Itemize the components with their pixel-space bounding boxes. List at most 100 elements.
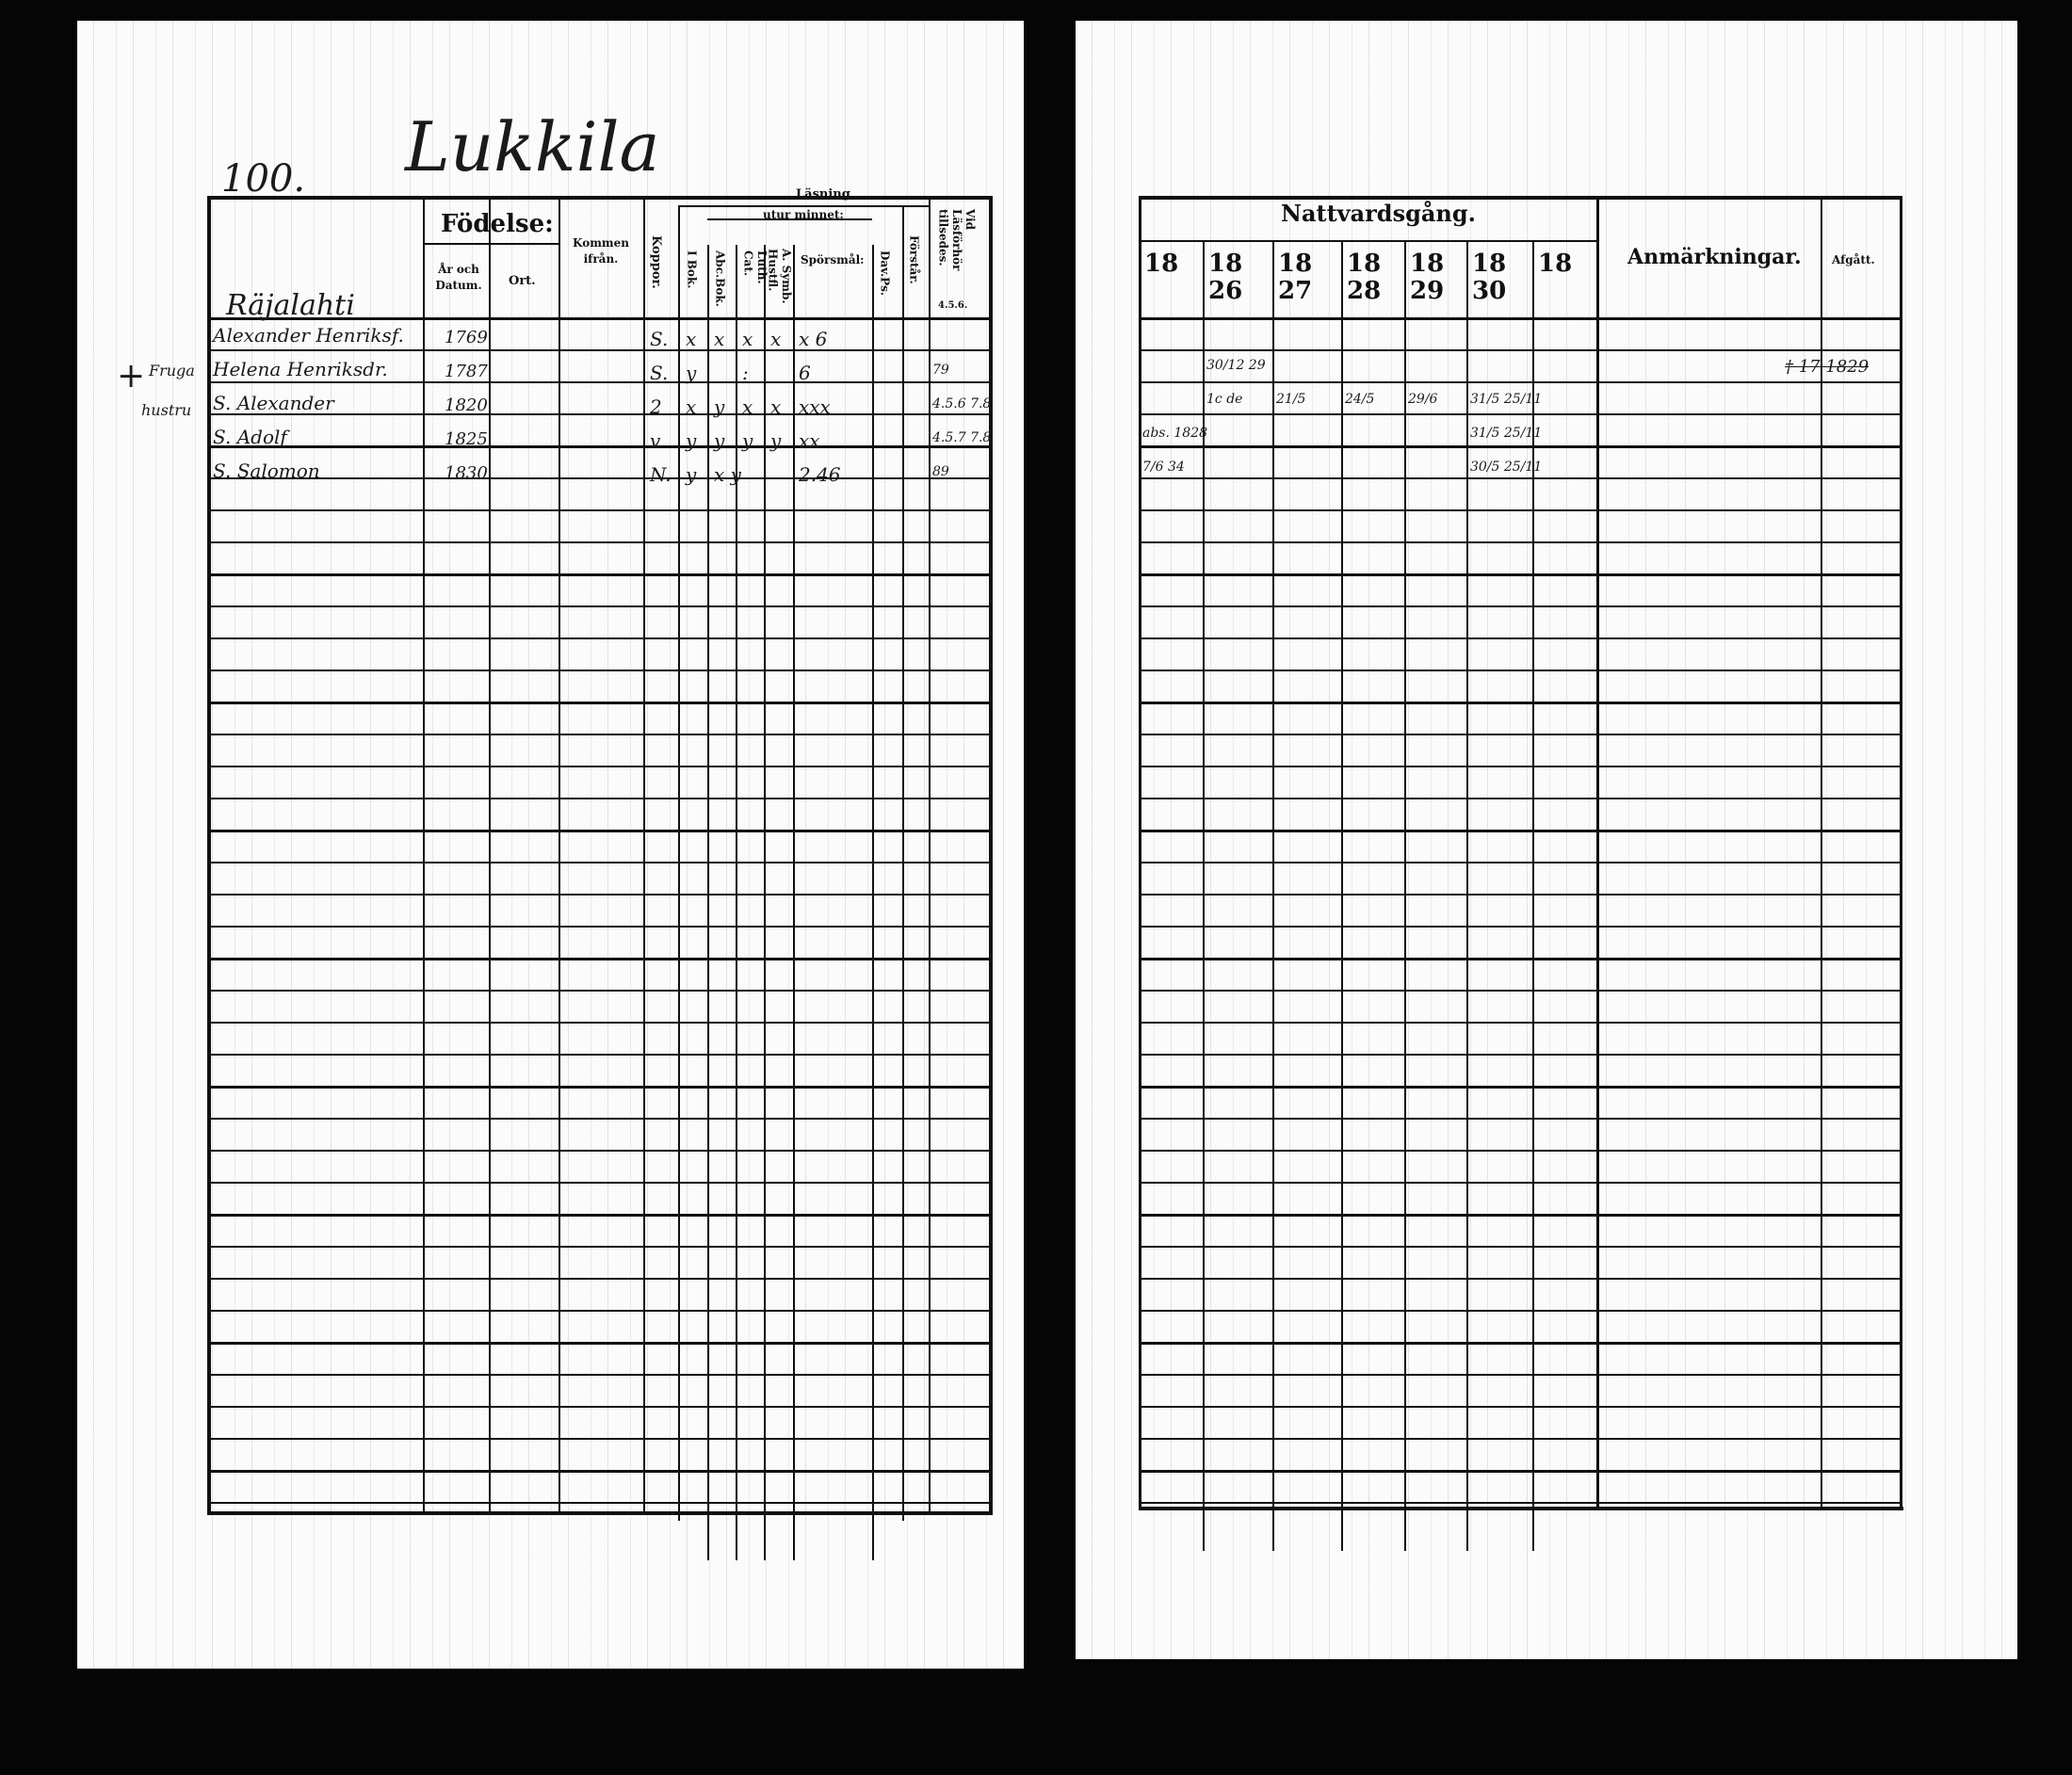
- column-line: [1821, 196, 1822, 1507]
- cell-abc: x y: [714, 463, 741, 486]
- row-line: [1139, 1054, 1902, 1056]
- ruling-line: [678, 205, 929, 207]
- nattvard-cell: 1c de: [1206, 392, 1243, 407]
- header-luth-cat: Luth. Cat.: [741, 250, 769, 284]
- row-line: [1139, 1182, 1902, 1184]
- cell-abc: y: [714, 395, 725, 418]
- row-line: [207, 958, 989, 960]
- nattvard-cell: 24/5: [1345, 392, 1375, 407]
- header-year: 18: [1538, 250, 1573, 278]
- row-line: [1139, 670, 1902, 671]
- ruling-line: [1139, 240, 1596, 242]
- header-symb: A. Symb. Hustfl.: [766, 249, 793, 304]
- header-utur-minnet: utur minnet:: [763, 208, 844, 221]
- row-line: [207, 862, 989, 863]
- cell-koppor: S.: [650, 328, 669, 350]
- cell-symb: x: [770, 395, 782, 418]
- ruling-line: [707, 218, 872, 220]
- row-line: [1139, 1086, 1902, 1089]
- cell-symb: y: [770, 429, 782, 452]
- row-line: [207, 1086, 989, 1089]
- row-line: [207, 990, 989, 992]
- row-line: [1139, 1406, 1902, 1408]
- person-name: Räjalahti: [226, 289, 355, 322]
- header-nattvardsgang: Nattvardsgång.: [1281, 200, 1477, 227]
- row-line: [207, 702, 989, 704]
- column-line: [643, 196, 645, 1511]
- row-line: [1139, 605, 1902, 607]
- cell-luth: :: [742, 362, 749, 384]
- header-lasning: Läsning,: [796, 187, 855, 202]
- column-line: [489, 196, 491, 1511]
- page-number: 100.: [221, 157, 306, 201]
- row-line: [207, 317, 989, 320]
- cell-year: 1787: [445, 362, 488, 381]
- column-line: [1900, 196, 1902, 1507]
- header-year: 18 28: [1347, 250, 1382, 305]
- column-line: [558, 196, 560, 1511]
- cell-sporsmal: xx: [799, 429, 820, 452]
- header-fodelse: Födelse:: [441, 210, 554, 238]
- cell-sporsmal: 6: [799, 362, 811, 384]
- column-line: [1404, 240, 1406, 1551]
- ruling-line: [423, 243, 558, 245]
- header-year: 18: [1144, 250, 1179, 278]
- row-line: [1139, 317, 1902, 320]
- person-name: S. Salomon: [213, 460, 320, 482]
- column-line: [1203, 240, 1205, 1551]
- header-dav-ps: Dav.Ps.: [878, 250, 892, 297]
- column-line: [423, 196, 425, 1511]
- person-name: S. Adolf: [213, 426, 287, 448]
- column-line: [1466, 240, 1468, 1551]
- cell-sporsmal: x 6: [799, 328, 828, 350]
- row-line: [207, 798, 989, 799]
- row-line: [1139, 1470, 1902, 1473]
- person-name: Alexander Henriksf.: [213, 324, 404, 347]
- row-line: [207, 541, 989, 543]
- row-line: [1139, 1342, 1902, 1345]
- column-line: [1341, 240, 1343, 1551]
- row-line: [1139, 958, 1902, 960]
- header-year: 18 30: [1472, 250, 1507, 305]
- row-line: [207, 1502, 989, 1504]
- header-abc-bok: Abc.Bok.: [713, 250, 727, 307]
- row-line: [207, 509, 989, 511]
- nattvard-cell: 21/5: [1276, 392, 1306, 407]
- cell-i_bok: y: [686, 362, 697, 384]
- column-line: [793, 245, 795, 1560]
- row-line: [1139, 766, 1902, 767]
- nattvard-cell: 30/12 29: [1206, 358, 1266, 373]
- row-line: [1139, 445, 1902, 448]
- cell-year: 1825: [445, 429, 488, 449]
- header-year: 18 26: [1208, 250, 1243, 305]
- row-line: [207, 1374, 989, 1376]
- nattvard-cell: 31/5 25/11: [1470, 426, 1543, 441]
- column-line: [929, 196, 931, 1511]
- cell-symb: x: [770, 328, 782, 350]
- column-line: [764, 245, 766, 1560]
- row-line: [1139, 1278, 1902, 1280]
- row-line: [207, 477, 989, 479]
- row-line: [1139, 1214, 1902, 1217]
- margin-note: Fruga: [149, 362, 195, 379]
- cell-i_bok: x: [686, 328, 697, 350]
- left-page: [77, 21, 1024, 1669]
- table-top-border: [207, 196, 989, 200]
- column-line: [707, 245, 709, 1560]
- nattvard-cell: 29/6: [1408, 392, 1438, 407]
- table-bottom-border: [1139, 1507, 1903, 1510]
- right-page: [1076, 21, 2017, 1659]
- row-line: [1139, 990, 1902, 992]
- person-name: Helena Henriksdr.: [213, 358, 388, 380]
- row-line: [207, 1342, 989, 1345]
- row-line: [207, 1150, 989, 1152]
- row-line: [207, 381, 989, 383]
- cell-koppor: 2: [650, 395, 662, 418]
- row-line: [1139, 637, 1902, 639]
- row-line: [207, 1022, 989, 1024]
- row-line: [1139, 381, 1902, 383]
- row-line: [1139, 734, 1902, 735]
- row-line: [207, 670, 989, 671]
- cell-vid: 4.5.6 7.8: [932, 396, 992, 411]
